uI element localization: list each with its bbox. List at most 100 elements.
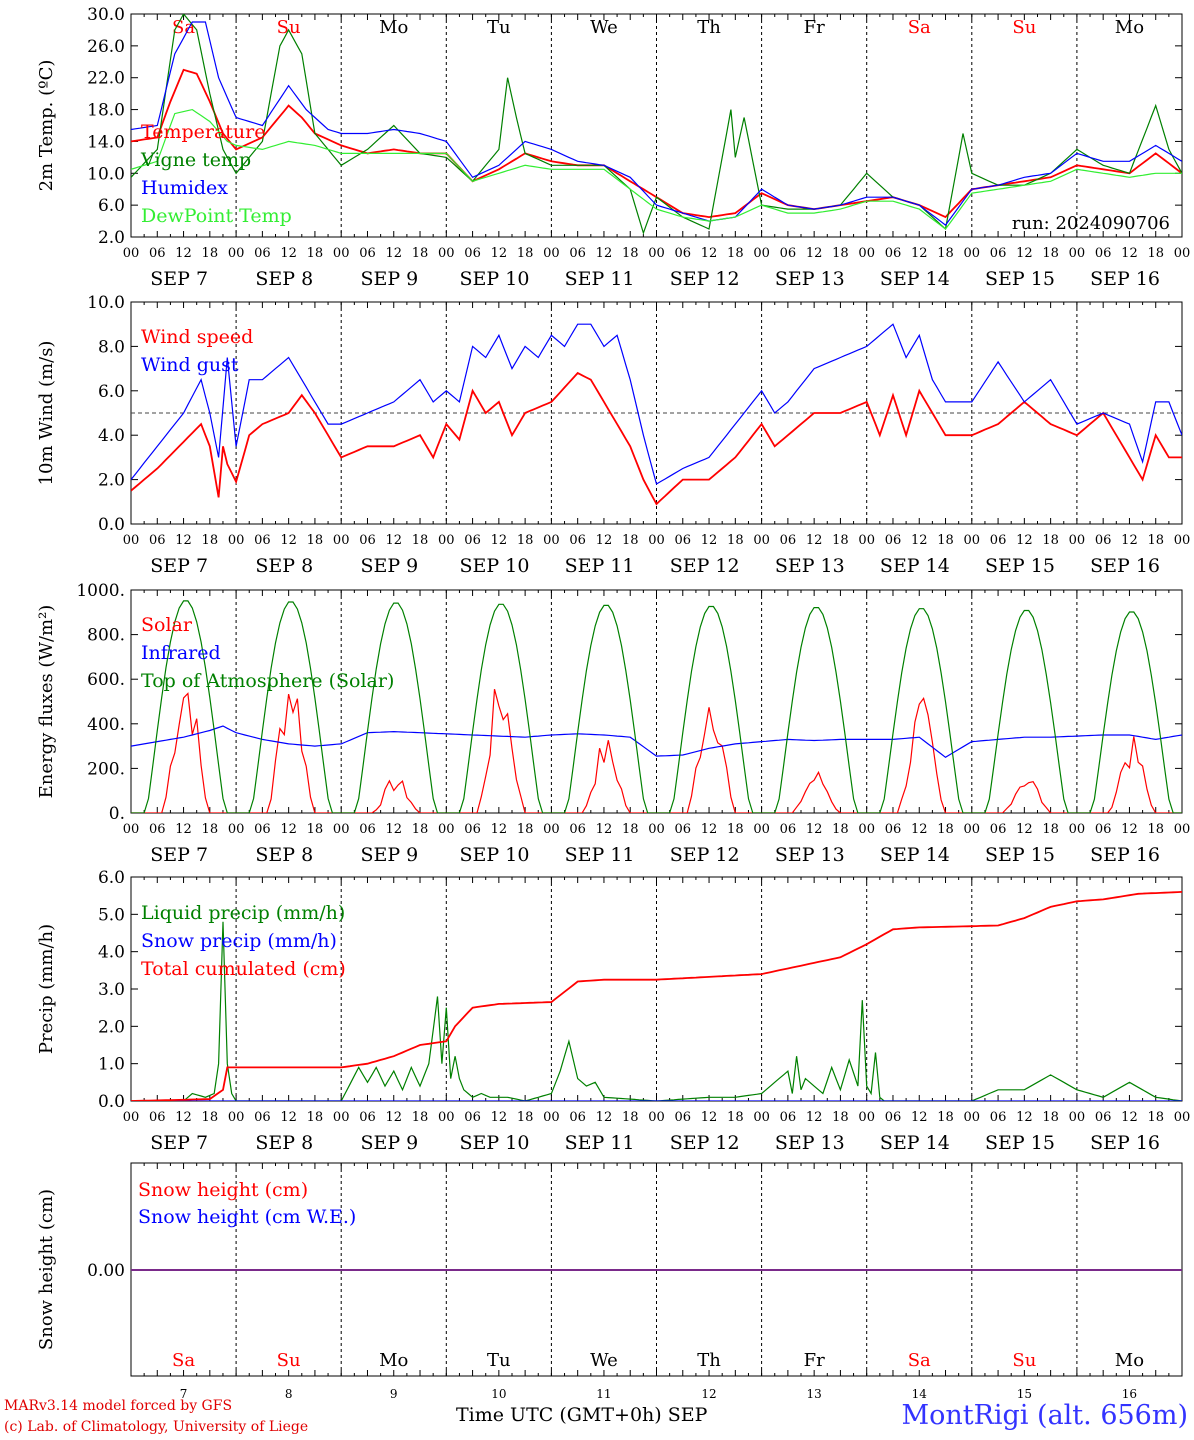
day-name-label: Tu [487, 1350, 511, 1371]
hour-tick-label: 00 [964, 246, 981, 261]
hour-tick-label: 06 [359, 822, 376, 837]
date-label: SEP 8 [255, 1132, 313, 1154]
hour-tick-label: 00 [858, 533, 875, 548]
hour-tick-label: 18 [937, 246, 954, 261]
hour-tick-label: 18 [307, 822, 324, 837]
hour-tick-label: 12 [701, 1110, 718, 1125]
hour-tick-label: 12 [806, 1110, 823, 1125]
hour-tick-label: 00 [123, 1110, 140, 1125]
hour-tick-label: 06 [569, 822, 586, 837]
hour-tick-label: 18 [517, 246, 534, 261]
legend-entry: Total cumulated (cm) [141, 958, 346, 980]
hour-tick-label: 12 [175, 246, 192, 261]
day-name-label: Su [1012, 17, 1036, 38]
hour-tick-label: 18 [412, 246, 429, 261]
day-name-label: Mo [1115, 1350, 1144, 1371]
hour-tick-label: 06 [464, 246, 481, 261]
date-label: SEP 14 [880, 268, 950, 290]
legend-entry: Top of Atmosphere (Solar) [141, 670, 394, 692]
hour-tick-label: 12 [385, 822, 402, 837]
hour-tick-label: 00 [438, 1110, 455, 1125]
hour-tick-label: 06 [359, 246, 376, 261]
hour-tick-label: 06 [149, 533, 166, 548]
day-name-label: Sa [908, 1350, 931, 1371]
hour-tick-label: 18 [1042, 533, 1059, 548]
hour-tick-label: 18 [517, 1110, 534, 1125]
hour-tick-label: 12 [1016, 822, 1033, 837]
y-tick-label: 4.0 [98, 943, 125, 963]
hour-tick-label: 06 [149, 246, 166, 261]
hour-tick-label: 12 [491, 822, 508, 837]
y-tick-label: 600. [87, 670, 125, 690]
legend-entry: Solar [141, 614, 193, 636]
hour-tick-label: 18 [937, 822, 954, 837]
hour-tick-label: 06 [254, 246, 271, 261]
series-line [131, 600, 1182, 813]
date-label: SEP 9 [360, 844, 418, 866]
hour-tick-label: 00 [333, 822, 350, 837]
date-label: SEP 14 [880, 1132, 950, 1154]
hour-tick-label: 18 [832, 822, 849, 837]
series-line [131, 689, 1182, 813]
date-label: SEP 11 [565, 555, 635, 577]
y-tick-label: 2.0 [98, 1017, 125, 1037]
day-name-label: Sa [172, 17, 195, 38]
hour-tick-label: 00 [228, 822, 245, 837]
hour-tick-label: 12 [1121, 533, 1138, 548]
y-axis-label: Energy fluxes (W/m²) [36, 605, 57, 799]
legend-entry: Wind gust [141, 354, 239, 376]
hour-tick-label: 06 [569, 1110, 586, 1125]
day-name-label: Mo [379, 17, 408, 38]
y-tick-label: 4.0 [98, 426, 125, 446]
hour-tick-label: 00 [858, 822, 875, 837]
chart-panel-2: 0.0 2.0 4.0 6.0 8.0 10.0 10m Wind (m/s) Wind sp… [36, 293, 1190, 577]
hour-tick-label: 12 [596, 822, 613, 837]
day-name-label: We [590, 1350, 618, 1371]
hour-tick-label: 12 [280, 1110, 297, 1125]
y-tick-label: 8.0 [98, 337, 125, 357]
hour-tick-label: 00 [753, 246, 770, 261]
hour-tick-label: 00 [964, 1110, 981, 1125]
date-label: SEP 15 [985, 1132, 1055, 1154]
legend-entry: Snow height (cm) [138, 1179, 308, 1201]
y-tick-label: 5.0 [98, 905, 125, 925]
hour-tick-label: 18 [937, 1110, 954, 1125]
hour-tick-label: 00 [858, 1110, 875, 1125]
hour-tick-label: 12 [596, 246, 613, 261]
hour-tick-label: 18 [517, 822, 534, 837]
model-credit: MARv3.14 model forced by GFS [4, 1398, 233, 1414]
hour-tick-label: 00 [228, 1110, 245, 1125]
hour-tick-label: 18 [1042, 246, 1059, 261]
day-name-label: Su [277, 17, 301, 38]
hour-tick-label: 18 [1147, 246, 1164, 261]
y-tick-label: 3.0 [98, 980, 125, 1000]
hour-tick-label: 00 [648, 246, 665, 261]
date-label: SEP 16 [1090, 555, 1160, 577]
hour-tick-label: 18 [832, 533, 849, 548]
legend-entry: DewPoint Temp [141, 205, 292, 227]
day-name-label: Mo [379, 1350, 408, 1371]
date-label: SEP 11 [565, 844, 635, 866]
hour-tick-label: 12 [385, 246, 402, 261]
hour-tick-label: 18 [832, 1110, 849, 1125]
hour-tick-label: 18 [622, 533, 639, 548]
hour-tick-label: 12 [175, 822, 192, 837]
y-tick-label: 14.0 [87, 132, 125, 152]
lab-credit: (c) Lab. of Climatology, University of L… [4, 1419, 309, 1435]
hour-tick-label: 12 [280, 533, 297, 548]
date-label: SEP 9 [360, 1132, 418, 1154]
hour-tick-label: 12 [385, 1110, 402, 1125]
y-tick-label: 0.0 [98, 1092, 125, 1112]
hour-tick-label: 12 [911, 246, 928, 261]
chart-panel-1: 2.0 6.0 10.0 14.0 18.0 22.0 26.0 30.0 2m Temp. (… [36, 5, 1190, 290]
date-label: SEP 15 [985, 268, 1055, 290]
hour-tick-label: 18 [412, 822, 429, 837]
day-number-label: 13 [807, 1387, 822, 1401]
day-name-label: Mo [1115, 17, 1144, 38]
hour-tick-label: 06 [885, 246, 902, 261]
hour-tick-label: 06 [464, 533, 481, 548]
hour-tick-label: 18 [202, 1110, 219, 1125]
y-tick-label: 0. [109, 804, 125, 824]
day-number-label: 15 [1017, 1387, 1032, 1401]
hour-tick-label: 00 [438, 246, 455, 261]
